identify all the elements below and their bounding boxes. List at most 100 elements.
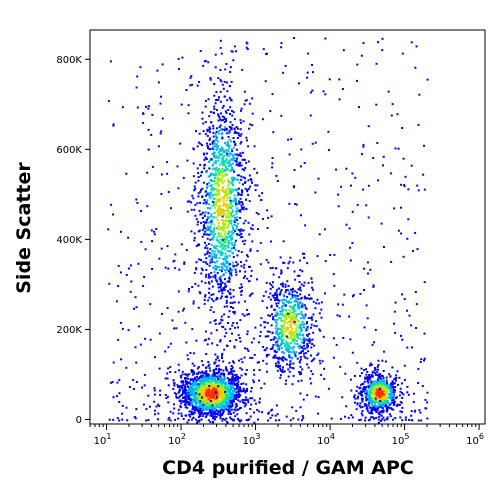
scatter-point [202, 398, 205, 401]
scatter-point [300, 296, 303, 299]
scatter-point [222, 157, 224, 160]
scatter-point [228, 187, 231, 190]
scatter-point [410, 164, 413, 167]
scatter-point [242, 389, 245, 392]
scatter-point [256, 171, 259, 174]
scatter-point [175, 395, 178, 398]
scatter-point [191, 412, 194, 415]
scatter-point [206, 128, 209, 131]
scatter-point [238, 287, 241, 290]
scatter-point [242, 176, 245, 179]
scatter-point [230, 222, 233, 225]
scatter-point [218, 396, 221, 399]
scatter-point [109, 60, 112, 63]
scatter-point [231, 199, 234, 202]
scatter-point [186, 354, 189, 357]
scatter-point [216, 356, 219, 359]
scatter-point [285, 329, 288, 331]
scatter-point [230, 148, 233, 151]
scatter-point [206, 247, 209, 250]
scatter-point [258, 341, 260, 344]
scatter-point [204, 378, 207, 381]
scatter-point [178, 386, 181, 389]
scatter-point [194, 402, 197, 405]
scatter-point [212, 397, 215, 400]
scatter-point [209, 111, 212, 113]
scatter-point [202, 405, 204, 408]
scatter-point [226, 369, 229, 372]
scatter-point [397, 383, 399, 386]
scatter-point [417, 189, 420, 192]
scatter-point [271, 162, 274, 165]
scatter-point [283, 321, 286, 324]
scatter-point [389, 375, 392, 378]
scatter-point [302, 284, 305, 287]
scatter-point [221, 211, 224, 214]
scatter-point [202, 130, 205, 133]
scatter-point [291, 338, 294, 341]
scatter-point [236, 263, 239, 266]
scatter-point [244, 99, 247, 102]
scatter-point [311, 318, 314, 321]
scatter-point [200, 410, 203, 413]
scatter-point [183, 261, 186, 264]
scatter-point [206, 413, 209, 416]
scatter-point [212, 139, 215, 142]
scatter-point [364, 404, 366, 407]
scatter-point [362, 188, 365, 191]
scatter-point [233, 265, 235, 268]
scatter-point [292, 374, 295, 377]
scatter-point [358, 419, 361, 422]
scatter-point [295, 313, 298, 316]
scatter-point [209, 369, 212, 372]
scatter-point [129, 264, 132, 267]
scatter-point [275, 343, 278, 346]
scatter-point [361, 153, 363, 156]
scatter-point [320, 301, 323, 304]
scatter-point [229, 206, 231, 209]
scatter-point [271, 414, 274, 417]
scatter-point [287, 309, 290, 312]
scatter-point [223, 164, 226, 167]
scatter-point [205, 406, 208, 409]
scatter-point [200, 392, 203, 395]
scatter-point [238, 234, 241, 236]
scatter-point [373, 398, 376, 401]
scatter-point [205, 412, 208, 415]
scatter-point [169, 410, 172, 413]
scatter-point [203, 339, 206, 342]
scatter-point [232, 137, 235, 139]
scatter-point [182, 397, 184, 399]
scatter-point [320, 316, 323, 319]
scatter-point [225, 408, 228, 411]
scatter-point [266, 330, 269, 333]
scatter-point [146, 171, 149, 174]
scatter-point [281, 308, 284, 311]
scatter-point [227, 322, 229, 324]
scatter-point [219, 377, 222, 380]
scatter-point [175, 396, 178, 399]
scatter-point [383, 350, 385, 353]
scatter-point [235, 403, 238, 405]
scatter-point [338, 98, 341, 101]
scatter-point [190, 75, 193, 78]
scatter-point [193, 372, 196, 375]
scatter-point [379, 396, 382, 399]
scatter-point [236, 164, 239, 167]
scatter-point [242, 266, 245, 269]
scatter-point [382, 410, 385, 413]
scatter-point [275, 302, 278, 305]
scatter-point [303, 355, 306, 358]
scatter-point [245, 387, 248, 390]
scatter-point [205, 221, 208, 224]
scatter-point [217, 376, 220, 379]
scatter-point [299, 269, 302, 272]
scatter-point [200, 405, 203, 408]
scatter-point [229, 413, 232, 415]
scatter-point [224, 127, 227, 130]
scatter-point [213, 211, 216, 214]
scatter-point [367, 125, 370, 128]
scatter-point [274, 414, 277, 417]
scatter-point [186, 374, 189, 377]
scatter-point [206, 237, 209, 240]
